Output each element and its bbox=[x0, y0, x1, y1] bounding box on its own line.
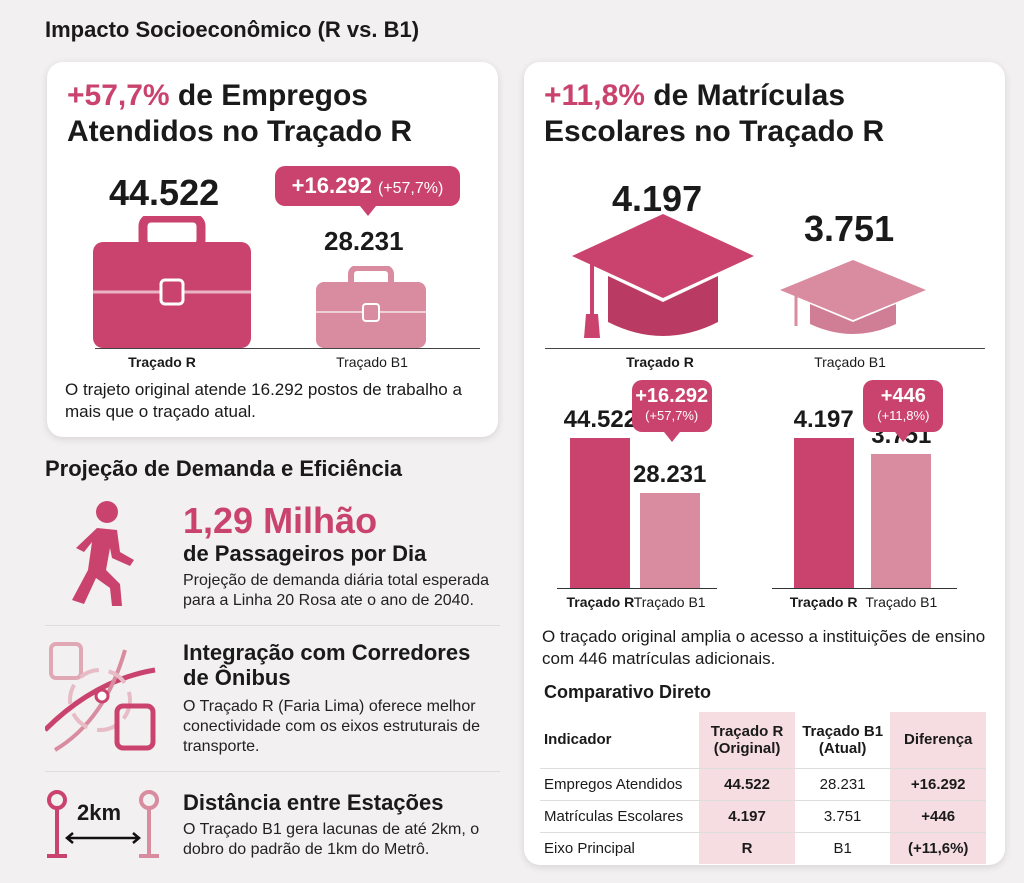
cell: 44.522 bbox=[699, 767, 795, 800]
divider bbox=[45, 771, 500, 772]
difference-bubble: +16.292 (+57,7%) bbox=[631, 380, 712, 442]
jobs-title-rest: de Empregos bbox=[169, 79, 368, 112]
passengers-title: de Passageiros por Dia bbox=[183, 541, 427, 566]
table-row: Matrículas Escolares 4.197 3.751 +446 bbox=[540, 799, 986, 832]
bubble-main: +16.292 bbox=[635, 385, 709, 407]
jobs-caption: O trajeto original atende 16.292 postos … bbox=[65, 380, 462, 421]
cell: (+11,6%) bbox=[890, 831, 986, 864]
jobs-title-line2: Atendidos no Traçado R bbox=[67, 115, 413, 148]
jobs-r-value: 44.522 bbox=[109, 172, 220, 213]
station-distance-icon bbox=[47, 790, 159, 858]
bus-network-icon bbox=[45, 642, 156, 752]
cell: +16.292 bbox=[890, 767, 986, 800]
cell: Eixo Principal bbox=[540, 831, 700, 864]
baseline bbox=[95, 348, 480, 349]
enroll-title-rest: de Matrículas bbox=[644, 79, 846, 112]
bubble-main: +446 bbox=[880, 385, 926, 407]
baseline bbox=[545, 348, 985, 349]
distance-label: 2km bbox=[77, 800, 122, 825]
bar-r bbox=[570, 438, 631, 588]
chart-baseline bbox=[557, 588, 717, 589]
comparison-table: Indicador Traçado R (Original) Traçado B… bbox=[540, 712, 986, 864]
cell: 4.197 bbox=[699, 799, 795, 832]
jobs-bar-chart: 44.522 Traçado R 28.231 Traçado B1 +16.292 (+… bbox=[557, 380, 717, 620]
bar-value-label: 28.231 bbox=[632, 460, 707, 488]
bubble-main: +16.292 bbox=[291, 173, 372, 198]
cell: 28.231 bbox=[794, 767, 891, 800]
chart-baseline bbox=[772, 588, 957, 589]
bubble-pct: (+57,7%) bbox=[377, 180, 444, 197]
table-row: Empregos Atendidos 44.522 28.231 +16.292 bbox=[540, 767, 986, 800]
header-b1: Traçado B1 (Atual) bbox=[802, 722, 884, 757]
difference-bubble: +446 (+11,8%) bbox=[863, 380, 944, 442]
jobs-pct: +57,7% bbox=[67, 79, 170, 112]
divider bbox=[45, 625, 500, 626]
jobs-card: +57,7% de Empregos Atendidos no Traçado R… bbox=[47, 62, 498, 437]
cell: B1 bbox=[794, 831, 891, 864]
enroll-b1-label: Traçado B1 bbox=[814, 354, 886, 370]
page-title: Impacto Socioeconômico (R vs. B1) bbox=[45, 17, 420, 42]
graduation-cap-large-icon bbox=[572, 214, 754, 338]
enroll-r-value: 4.197 bbox=[612, 178, 703, 219]
briefcase-large-icon bbox=[93, 216, 251, 348]
bar-category-label: Traçado R bbox=[566, 594, 635, 610]
bubble-pct: (+11,8%) bbox=[877, 408, 930, 423]
enroll-b1-value: 3.751 bbox=[804, 208, 895, 249]
passengers-headline: 1,29 Milhão bbox=[183, 500, 378, 541]
bar-b1 bbox=[639, 492, 700, 588]
jobs-b1-label: Traçado B1 bbox=[336, 354, 408, 370]
bar-value-label: 4.197 bbox=[793, 406, 854, 433]
jobs-title: +57,7% de Empregos Atendidos no Traçado R bbox=[67, 78, 412, 150]
enrollment-card: +11,8% de Matrículas Escolares no Traçado… bbox=[524, 62, 1005, 865]
enroll-r-label: Traçado R bbox=[626, 354, 694, 370]
bar-r bbox=[793, 438, 854, 588]
header-r: Traçado R (Original) bbox=[699, 712, 795, 768]
integration-desc: O Traçado R (Faria Lima) oferece melhor … bbox=[183, 698, 481, 755]
bar-b1 bbox=[871, 453, 932, 588]
header-indicator: Indicador bbox=[544, 731, 612, 749]
cell: R bbox=[699, 831, 795, 864]
bar-value-label: 44.522 bbox=[563, 406, 638, 433]
distance-desc: O Traçado B1 gera lacunas de até 2km, o … bbox=[183, 821, 480, 858]
jobs-b1-value: 28.231 bbox=[324, 226, 404, 256]
distance-title: Distância entre Estações bbox=[183, 790, 444, 815]
enroll-caption: O traçado original amplia o acesso a ins… bbox=[542, 627, 986, 668]
bar-category-label: Traçado B1 bbox=[633, 594, 706, 610]
cell: 3.751 bbox=[794, 799, 891, 832]
bubble-pct: (+57,7%) bbox=[645, 408, 699, 423]
enroll-title-line2: Escolares no Traçado R bbox=[544, 115, 885, 148]
table-row: Eixo Principal R B1 (+11,6%) bbox=[540, 831, 986, 864]
table-title: Comparativo Direto bbox=[544, 682, 712, 702]
cell: Empregos Atendidos bbox=[540, 767, 700, 800]
passengers-desc: Projeção de demanda diária total esperad… bbox=[183, 572, 489, 609]
header-diff: Diferença bbox=[890, 712, 986, 768]
bar-category-label: Traçado B1 bbox=[865, 594, 938, 610]
enroll-title: +11,8% de Matrículas Escolares no Traçado… bbox=[544, 78, 884, 150]
integration-title: Integração com Corredores de Ônibus bbox=[183, 640, 471, 690]
jobs-diff-bubble: +16.292 (+57,7%) bbox=[275, 166, 460, 216]
cell: +446 bbox=[890, 799, 986, 832]
bar-category-label: Traçado R bbox=[789, 594, 858, 610]
graduation-cap-small-icon bbox=[780, 260, 926, 334]
enroll-pct: +11,8% bbox=[544, 79, 645, 112]
jobs-r-label: Traçado R bbox=[128, 354, 196, 370]
walking-person-icon bbox=[72, 501, 134, 606]
demand-title: Projeção de Demanda e Eficiência bbox=[45, 456, 403, 481]
briefcase-small-icon bbox=[316, 266, 426, 348]
cell: Matrículas Escolares bbox=[540, 799, 700, 832]
